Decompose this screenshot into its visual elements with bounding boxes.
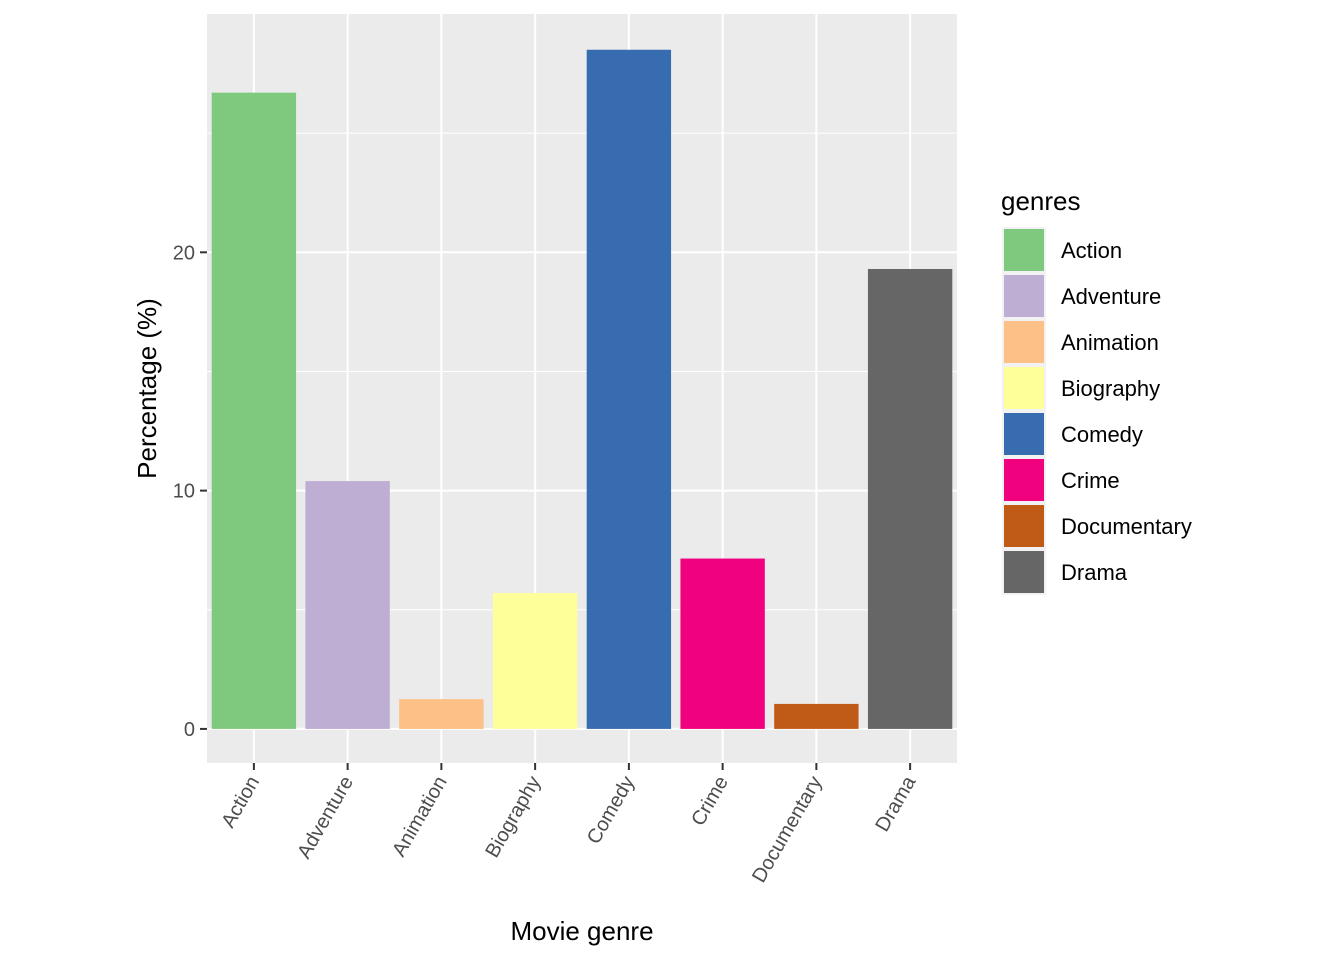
x-tick-label-crime: Crime: [687, 773, 733, 830]
x-tick-label-biography: Biography: [481, 773, 545, 862]
legend-swatch-comedy: [1004, 413, 1044, 455]
x-tick-label-comedy: Comedy: [583, 773, 639, 849]
x-tick-label-action: Action: [217, 773, 264, 832]
x-tick-label-adventure: Adventure: [293, 773, 358, 863]
x-tick-label-animation: Animation: [388, 773, 452, 861]
legend-swatch-animation: [1004, 321, 1044, 363]
y-tick-label: 10: [173, 481, 195, 503]
legend-title: genres: [1001, 186, 1081, 216]
legend-label-documentary: Documentary: [1061, 514, 1192, 539]
y-axis: 0 10 20: [173, 242, 207, 741]
y-tick-label: 20: [173, 242, 195, 264]
legend-swatch-documentary: [1004, 505, 1044, 547]
legend-swatch-drama: [1004, 551, 1044, 593]
legend-swatch-crime: [1004, 459, 1044, 501]
legend: genres Action Adventure Animation Biography…: [1001, 186, 1192, 595]
legend-label-comedy: Comedy: [1061, 422, 1143, 447]
legend-label-animation: Animation: [1061, 330, 1159, 355]
bars: [211, 49, 953, 729]
x-axis: Action Adventure Animation Biography Comedy C…: [217, 763, 921, 887]
legend-swatch-action: [1004, 229, 1044, 271]
bar-crime: [680, 558, 765, 729]
legend-swatch-adventure: [1004, 275, 1044, 317]
legend-swatch-biography: [1004, 367, 1044, 409]
y-tick-label: 0: [184, 719, 195, 741]
bar-documentary: [774, 703, 859, 729]
legend-label-action: Action: [1061, 238, 1122, 263]
bar-drama: [867, 268, 953, 729]
bar-animation: [399, 699, 484, 729]
bar-biography: [492, 593, 578, 729]
legend-label-crime: Crime: [1061, 468, 1120, 493]
y-axis-title: Percentage (%): [132, 298, 162, 479]
x-tick-label-documentary: Documentary: [748, 773, 827, 887]
legend-label-biography: Biography: [1061, 376, 1160, 401]
legend-label-adventure: Adventure: [1061, 284, 1161, 309]
bar-comedy: [586, 49, 672, 729]
legend-label-drama: Drama: [1061, 560, 1128, 585]
x-axis-title: Movie genre: [510, 916, 653, 946]
bar-adventure: [305, 481, 390, 729]
bar-action: [211, 92, 297, 729]
x-tick-label-drama: Drama: [871, 772, 920, 836]
